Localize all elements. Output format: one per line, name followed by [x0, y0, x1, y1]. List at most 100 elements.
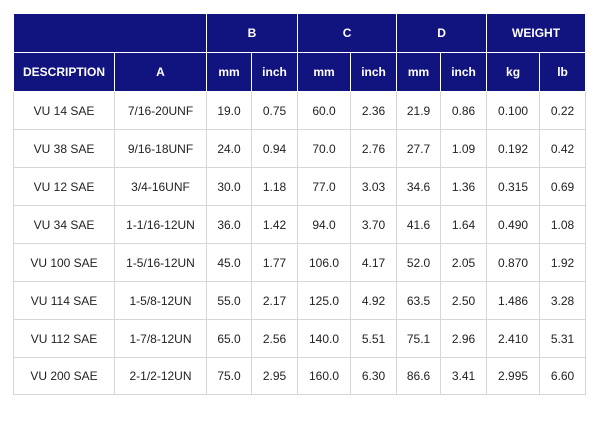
- cell-a: 1-5/16-12UN: [114, 243, 207, 282]
- cell-b-inch: 0.75: [250, 91, 299, 130]
- cell-weight-kg: 0.490: [486, 205, 541, 244]
- cell-weight-kg: 2.995: [486, 357, 541, 395]
- cell-b-inch: 1.18: [250, 167, 299, 206]
- table-row: VU 112 SAE 1-7/8-12UN 65.0 2.56 140.0 5.…: [13, 319, 587, 358]
- cell-description: VU 12 SAE: [13, 167, 115, 206]
- cell-d-inch: 2.50: [440, 281, 488, 320]
- table-row: VU 200 SAE 2-1/2-12UN 75.0 2.95 160.0 6.…: [13, 357, 587, 395]
- sub-header-row: DESCRIPTION A mm inch mm inch mm inch kg…: [13, 52, 587, 92]
- cell-d-inch: 1.09: [440, 129, 488, 168]
- cell-b-mm: 36.0: [206, 205, 252, 244]
- cell-a: 1-5/8-12UN: [114, 281, 207, 320]
- cell-b-mm: 19.0: [206, 91, 252, 130]
- cell-weight-lb: 1.92: [539, 243, 587, 282]
- cell-d-mm: 27.7: [396, 129, 442, 168]
- cell-c-inch: 3.03: [350, 167, 398, 206]
- cell-c-mm: 106.0: [297, 243, 352, 282]
- cell-d-mm: 52.0: [396, 243, 442, 282]
- cell-d-inch: 2.05: [440, 243, 488, 282]
- dimensions-table: B C D WEIGHT DESCRIPTION A mm inch mm in…: [13, 13, 587, 395]
- table-row: VU 100 SAE 1-5/16-12UN 45.0 1.77 106.0 4…: [13, 243, 587, 282]
- cell-c-mm: 77.0: [297, 167, 352, 206]
- cell-c-mm: 94.0: [297, 205, 352, 244]
- cell-weight-kg: 0.100: [486, 91, 541, 130]
- header-b-mm: mm: [206, 52, 252, 92]
- cell-b-inch: 1.77: [250, 243, 299, 282]
- cell-b-inch: 2.56: [250, 319, 299, 358]
- cell-c-mm: 125.0: [297, 281, 352, 320]
- cell-a: 7/16-20UNF: [114, 91, 207, 130]
- cell-d-mm: 34.6: [396, 167, 442, 206]
- cell-b-inch: 0.94: [250, 129, 299, 168]
- cell-weight-lb: 6.60: [539, 357, 587, 395]
- cell-weight-kg: 0.315: [486, 167, 541, 206]
- table-body: VU 14 SAE 7/16-20UNF 19.0 0.75 60.0 2.36…: [13, 91, 587, 395]
- table-row: VU 14 SAE 7/16-20UNF 19.0 0.75 60.0 2.36…: [13, 91, 587, 130]
- group-header-b: B: [205, 13, 299, 53]
- cell-d-mm: 21.9: [396, 91, 442, 130]
- cell-b-inch: 1.42: [250, 205, 299, 244]
- cell-d-mm: 63.5: [396, 281, 442, 320]
- cell-c-inch: 4.17: [350, 243, 398, 282]
- cell-description: VU 200 SAE: [13, 357, 115, 395]
- cell-a: 9/16-18UNF: [114, 129, 207, 168]
- cell-weight-lb: 5.31: [539, 319, 587, 358]
- cell-a: 2-1/2-12UN: [114, 357, 207, 395]
- cell-a: 1-1/16-12UN: [114, 205, 207, 244]
- cell-c-inch: 6.30: [350, 357, 398, 395]
- header-d-mm: mm: [396, 52, 442, 92]
- dimensions-table-container: B C D WEIGHT DESCRIPTION A mm inch mm in…: [13, 13, 587, 395]
- cell-a: 3/4-16UNF: [114, 167, 207, 206]
- cell-c-inch: 5.51: [350, 319, 398, 358]
- cell-weight-lb: 1.08: [539, 205, 587, 244]
- group-header-d: D: [396, 13, 488, 53]
- group-header-row: B C D WEIGHT: [13, 13, 587, 53]
- cell-d-mm: 75.1: [396, 319, 442, 358]
- blank-header-cell: [13, 13, 207, 53]
- cell-d-inch: 1.64: [440, 205, 488, 244]
- cell-c-inch: 2.76: [350, 129, 398, 168]
- group-header-c: C: [297, 13, 398, 53]
- cell-c-mm: 160.0: [297, 357, 352, 395]
- table-row: VU 34 SAE 1-1/16-12UN 36.0 1.42 94.0 3.7…: [13, 205, 587, 244]
- cell-d-inch: 1.36: [440, 167, 488, 206]
- cell-b-mm: 45.0: [206, 243, 252, 282]
- cell-weight-kg: 0.192: [486, 129, 541, 168]
- cell-weight-lb: 0.69: [539, 167, 587, 206]
- cell-b-mm: 75.0: [206, 357, 252, 395]
- cell-description: VU 114 SAE: [13, 281, 115, 320]
- header-a: A: [114, 52, 207, 92]
- cell-b-mm: 55.0: [206, 281, 252, 320]
- cell-weight-lb: 0.42: [539, 129, 587, 168]
- cell-c-mm: 60.0: [297, 91, 352, 130]
- cell-d-mm: 41.6: [396, 205, 442, 244]
- cell-weight-lb: 0.22: [539, 91, 587, 130]
- header-c-inch: inch: [350, 52, 398, 92]
- cell-description: VU 100 SAE: [13, 243, 115, 282]
- header-b-inch: inch: [250, 52, 299, 92]
- cell-c-mm: 70.0: [297, 129, 352, 168]
- cell-weight-kg: 0.870: [486, 243, 541, 282]
- table-row: VU 114 SAE 1-5/8-12UN 55.0 2.17 125.0 4.…: [13, 281, 587, 320]
- header-weight-lb: lb: [539, 52, 587, 92]
- cell-weight-lb: 3.28: [539, 281, 587, 320]
- cell-d-inch: 3.41: [440, 357, 488, 395]
- cell-b-mm: 24.0: [206, 129, 252, 168]
- header-d-inch: inch: [440, 52, 488, 92]
- cell-c-inch: 3.70: [350, 205, 398, 244]
- cell-weight-kg: 1.486: [486, 281, 541, 320]
- cell-c-mm: 140.0: [297, 319, 352, 358]
- cell-c-inch: 4.92: [350, 281, 398, 320]
- cell-b-mm: 65.0: [206, 319, 252, 358]
- cell-d-inch: 0.86: [440, 91, 488, 130]
- header-description: DESCRIPTION: [13, 52, 115, 92]
- table-row: VU 38 SAE 9/16-18UNF 24.0 0.94 70.0 2.76…: [13, 129, 587, 168]
- cell-d-inch: 2.96: [440, 319, 488, 358]
- cell-description: VU 34 SAE: [13, 205, 115, 244]
- cell-a: 1-7/8-12UN: [114, 319, 207, 358]
- cell-b-mm: 30.0: [206, 167, 252, 206]
- header-c-mm: mm: [297, 52, 352, 92]
- cell-b-inch: 2.17: [250, 281, 299, 320]
- cell-description: VU 14 SAE: [13, 91, 115, 130]
- cell-description: VU 38 SAE: [13, 129, 115, 168]
